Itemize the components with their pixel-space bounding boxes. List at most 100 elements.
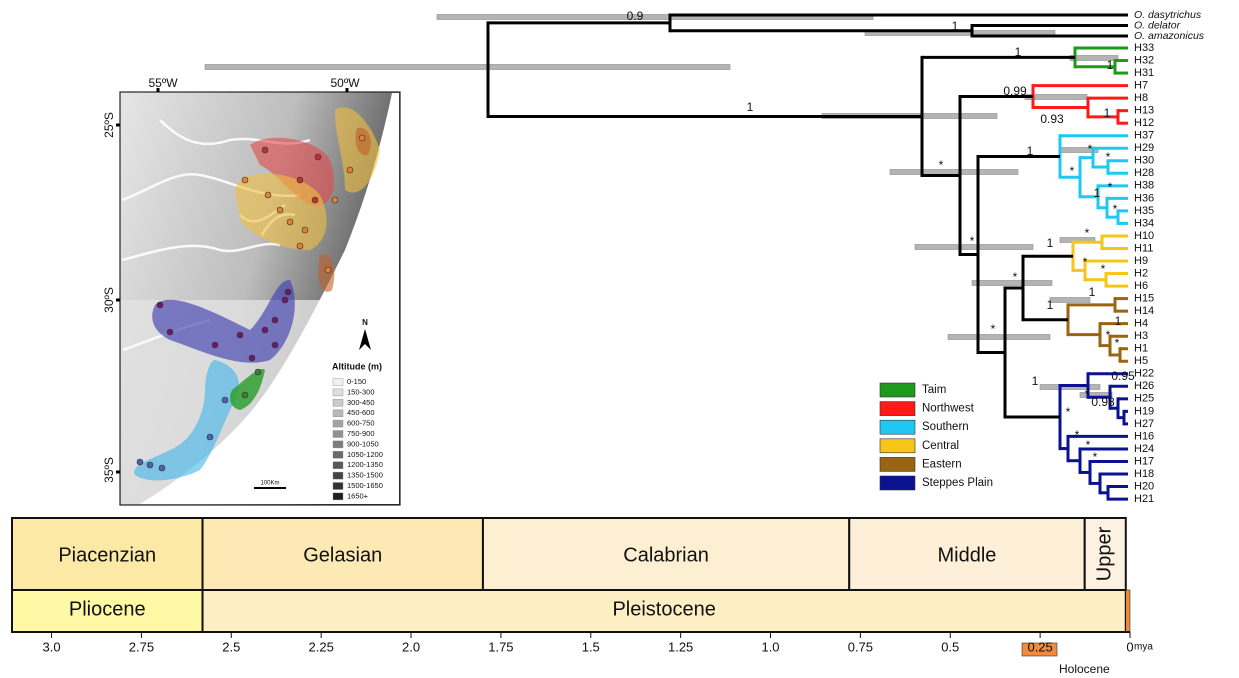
altitude-swatch — [333, 441, 343, 448]
tick-label: 0 — [1126, 639, 1133, 654]
map-inset: 55ºW 50ºW 25ºS 30ºS 35ºS N Altitude (m) … — [102, 76, 400, 505]
tip-label: H6 — [1134, 280, 1148, 292]
tip-label: H19 — [1134, 405, 1154, 417]
tick-label: 0.5 — [941, 639, 959, 654]
lat-label: 30ºS — [102, 287, 116, 313]
altitude-swatch — [333, 379, 343, 386]
clade-legend: TaimNorthwestSouthernCentralEasternStepp… — [880, 383, 993, 490]
altitude-class: 150-300 — [347, 387, 375, 396]
support-label: 1 — [1094, 186, 1101, 200]
altitude-class: 600-750 — [347, 419, 375, 428]
support-label: * — [1075, 428, 1080, 442]
tip-label: O. amazonicus — [1134, 30, 1205, 42]
hpd-bar — [948, 335, 1050, 340]
tip-label: H11 — [1134, 242, 1153, 254]
altitude-class: 750-900 — [347, 429, 375, 438]
legend-swatch — [880, 402, 915, 416]
altitude-swatch — [333, 399, 343, 406]
tip-label: H26 — [1134, 380, 1154, 392]
support-label: 1 — [1047, 236, 1054, 250]
lon-label: 55ºW — [148, 76, 178, 90]
lat-label: 25ºS — [102, 112, 116, 138]
support-label: 1 — [1115, 314, 1122, 328]
support-label: * — [1085, 387, 1090, 401]
support-label: 1 — [1015, 45, 1022, 59]
altitude-class: 1050-1200 — [347, 450, 383, 459]
support-label: * — [1093, 450, 1098, 464]
tick-label: 1.5 — [582, 639, 600, 654]
tick-label: 3.0 — [43, 639, 61, 654]
stage-label: Middle — [938, 544, 997, 566]
support-label: * — [1088, 142, 1093, 156]
legend-label: Northwest — [922, 403, 975, 415]
tip-label: H31 — [1134, 67, 1154, 79]
tip-label: H33 — [1134, 42, 1154, 54]
support-label: * — [1086, 438, 1091, 452]
support-label: 0.98 — [1091, 395, 1115, 409]
altitude-class: 300-450 — [347, 398, 375, 407]
tick-label: 1.25 — [668, 639, 693, 654]
altitude-swatch — [333, 431, 343, 438]
epoch-label: Pleistocene — [612, 598, 715, 620]
altitude-class: 900-1050 — [347, 439, 379, 448]
altitude-swatch — [333, 451, 343, 458]
tip-label: H5 — [1134, 355, 1148, 367]
stage-label: Gelasian — [303, 544, 382, 566]
support-label: * — [970, 234, 975, 248]
legend-label: Taim — [922, 384, 946, 396]
holocene-label: Holocene — [1059, 662, 1110, 676]
tip-label: H22 — [1134, 368, 1154, 380]
tip-label: H37 — [1134, 130, 1154, 142]
north-label: N — [362, 318, 368, 327]
lon-label: 50ºW — [330, 76, 360, 90]
altitude-title: Altitude (m) — [332, 361, 382, 371]
legend-swatch — [880, 439, 915, 453]
support-label: 0.93 — [1040, 112, 1064, 126]
figure: 55ºW 50ºW 25ºS 30ºS 35ºS N Altitude (m) … — [0, 0, 1239, 678]
tip-label: H20 — [1134, 480, 1154, 492]
axis-unit: mya — [1134, 642, 1153, 653]
support-label: * — [1115, 336, 1120, 350]
tick-label: 1.75 — [488, 639, 513, 654]
tip-label: H1 — [1134, 343, 1148, 355]
altitude-swatch — [333, 410, 343, 417]
support-label: * — [1085, 226, 1090, 240]
scale-label: 100Km — [260, 481, 279, 487]
tick-label: 0.25 — [1027, 639, 1052, 654]
tip-label: H24 — [1134, 443, 1154, 455]
support-label: 0.99 — [1003, 84, 1027, 98]
hpd-bar — [890, 170, 1018, 175]
legend-swatch — [880, 476, 915, 490]
support-label: 1 — [1032, 374, 1039, 388]
legend-swatch — [880, 457, 915, 471]
support-label: 0.95 — [1111, 369, 1135, 383]
support-label: 1 — [1027, 144, 1034, 158]
support-label: * — [1113, 202, 1118, 216]
lat-label: 35ºS — [102, 457, 116, 483]
altitude-swatch — [333, 462, 343, 469]
tip-label: H2 — [1134, 267, 1148, 279]
tip-label: H21 — [1134, 493, 1154, 505]
tip-label: H34 — [1134, 217, 1154, 229]
altitude-class: 1650+ — [347, 491, 369, 500]
support-label: 1 — [1107, 58, 1114, 72]
tip-label: H29 — [1134, 142, 1154, 154]
tip-label: H38 — [1134, 180, 1154, 192]
support-label: * — [991, 322, 996, 336]
tip-label: H30 — [1134, 155, 1154, 167]
tick-label: 2.75 — [129, 639, 154, 654]
tip-label: H15 — [1134, 293, 1154, 305]
tip-label: H3 — [1134, 330, 1148, 342]
support-label: 1 — [747, 100, 754, 114]
legend-swatch — [880, 420, 915, 434]
legend-label: Eastern — [922, 458, 962, 470]
tip-label: H25 — [1134, 393, 1154, 405]
stage-label: Piacenzian — [58, 544, 156, 566]
support-label: 1 — [1047, 298, 1054, 312]
support-label: 0.9 — [627, 9, 644, 23]
hpd-bar — [205, 65, 730, 70]
legend-swatch — [880, 383, 915, 397]
tip-label: H8 — [1134, 92, 1148, 104]
support-label: * — [1106, 328, 1111, 342]
